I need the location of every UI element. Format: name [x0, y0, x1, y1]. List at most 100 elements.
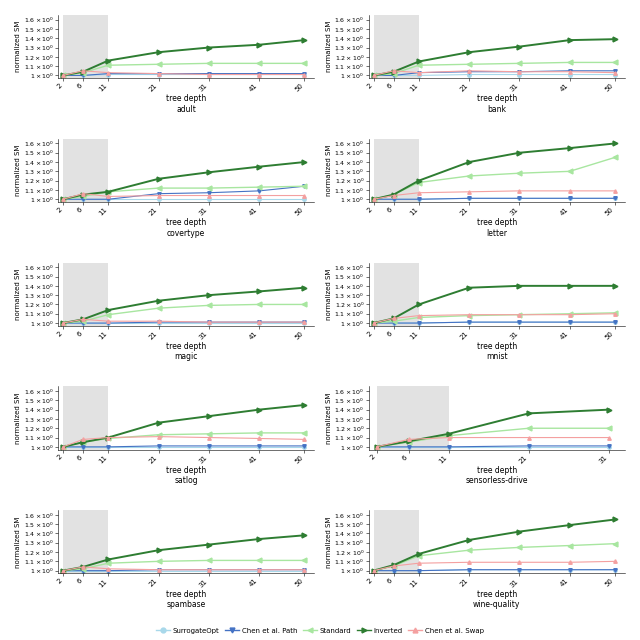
Inverted	[301, 158, 308, 166]
X-axis label: tree depth
letter: tree depth letter	[477, 218, 517, 237]
Line: SurrogateOpt: SurrogateOpt	[372, 196, 617, 201]
SurrogateOpt	[465, 318, 473, 326]
SurrogateOpt	[255, 70, 263, 78]
Chen et al. Swap	[255, 435, 263, 442]
Chen et al. Path	[155, 190, 163, 198]
Chen et al. Path	[605, 442, 613, 450]
Chen et al. Swap	[301, 566, 308, 573]
Chen et al. Swap	[301, 192, 308, 200]
Inverted	[59, 443, 67, 451]
Chen et al. Path	[390, 195, 397, 203]
Inverted	[370, 72, 378, 79]
Chen et al. Path	[79, 567, 87, 575]
Chen et al. Swap	[59, 195, 67, 203]
Standard	[205, 430, 212, 438]
Chen et al. Swap	[205, 318, 212, 326]
Inverted	[205, 541, 212, 548]
Line: Chen et al. Swap: Chen et al. Swap	[375, 436, 611, 449]
Line: Chen et al. Swap: Chen et al. Swap	[372, 189, 617, 201]
Inverted	[415, 58, 422, 65]
Standard	[525, 424, 532, 432]
Chen et al. Path	[516, 195, 524, 202]
Chen et al. Path	[301, 566, 308, 573]
Inverted	[390, 314, 397, 322]
Chen et al. Path	[255, 566, 263, 573]
Standard	[155, 305, 163, 312]
SurrogateOpt	[255, 443, 263, 451]
Inverted	[59, 319, 67, 327]
Inverted	[516, 149, 524, 157]
Standard	[465, 60, 473, 68]
Line: Inverted: Inverted	[371, 284, 618, 326]
Standard	[79, 438, 87, 446]
Chen et al. Path	[370, 72, 378, 79]
Line: Standard: Standard	[371, 541, 618, 573]
Line: Standard: Standard	[61, 558, 307, 573]
X-axis label: tree depth
bank: tree depth bank	[477, 94, 517, 114]
Y-axis label: normalized SM: normalized SM	[15, 145, 21, 196]
Inverted	[59, 567, 67, 575]
Chen et al. Swap	[566, 311, 573, 319]
Chen et al. Path	[255, 187, 263, 195]
SurrogateOpt	[301, 443, 308, 451]
Bar	[376, 387, 449, 450]
Inverted	[104, 556, 112, 563]
Chen et al. Path	[79, 319, 87, 327]
SurrogateOpt	[104, 70, 112, 78]
Standard	[611, 154, 619, 161]
Chen et al. Path	[59, 72, 67, 79]
Line: Standard: Standard	[61, 302, 307, 326]
Inverted	[79, 438, 87, 446]
SurrogateOpt	[79, 443, 87, 451]
Y-axis label: normalized SM: normalized SM	[15, 516, 21, 568]
Chen et al. Swap	[465, 188, 473, 196]
Chen et al. Path	[525, 442, 532, 450]
Chen et al. Swap	[415, 189, 422, 196]
X-axis label: tree depth
satlog: tree depth satlog	[166, 466, 206, 485]
Chen et al. Swap	[465, 311, 473, 319]
Inverted	[205, 44, 212, 51]
Line: Chen et al. Path: Chen et al. Path	[61, 72, 306, 77]
X-axis label: tree depth
spambase: tree depth spambase	[166, 589, 206, 609]
Chen et al. Swap	[390, 562, 397, 570]
Standard	[301, 182, 308, 190]
Chen et al. Path	[155, 318, 163, 326]
SurrogateOpt	[155, 443, 163, 451]
SurrogateOpt	[370, 319, 378, 327]
Chen et al. Swap	[104, 193, 112, 200]
Chen et al. Path	[255, 442, 263, 450]
Standard	[611, 540, 619, 547]
Chen et al. Swap	[205, 434, 212, 442]
SurrogateOpt	[611, 195, 619, 202]
Chen et al. Path	[390, 319, 397, 327]
SurrogateOpt	[415, 319, 422, 327]
Standard	[566, 59, 573, 67]
Chen et al. Swap	[255, 192, 263, 200]
Standard	[155, 557, 163, 565]
Chen et al. Swap	[372, 443, 380, 451]
Inverted	[516, 43, 524, 51]
Chen et al. Path	[370, 567, 378, 575]
Line: Chen et al. Path: Chen et al. Path	[372, 321, 617, 324]
Chen et al. Swap	[301, 318, 308, 326]
SurrogateOpt	[516, 195, 524, 202]
Chen et al. Path	[516, 68, 524, 76]
Chen et al. Swap	[611, 187, 619, 195]
Chen et al. Path	[370, 319, 378, 327]
SurrogateOpt	[390, 195, 397, 203]
Chen et al. Path	[104, 70, 112, 77]
Chen et al. Path	[79, 72, 87, 79]
Chen et al. Swap	[59, 567, 67, 575]
X-axis label: tree depth
mnist: tree depth mnist	[477, 342, 517, 362]
SurrogateOpt	[79, 319, 87, 327]
X-axis label: tree depth
covertype: tree depth covertype	[166, 218, 206, 237]
Standard	[415, 61, 422, 69]
Chen et al. Path	[104, 195, 112, 203]
Standard	[390, 70, 397, 77]
Inverted	[155, 547, 163, 554]
Standard	[255, 183, 263, 191]
Standard	[404, 438, 412, 446]
Chen et al. Swap	[415, 69, 422, 77]
X-axis label: tree depth
magic: tree depth magic	[166, 342, 206, 362]
Chen et al. Swap	[465, 67, 473, 75]
